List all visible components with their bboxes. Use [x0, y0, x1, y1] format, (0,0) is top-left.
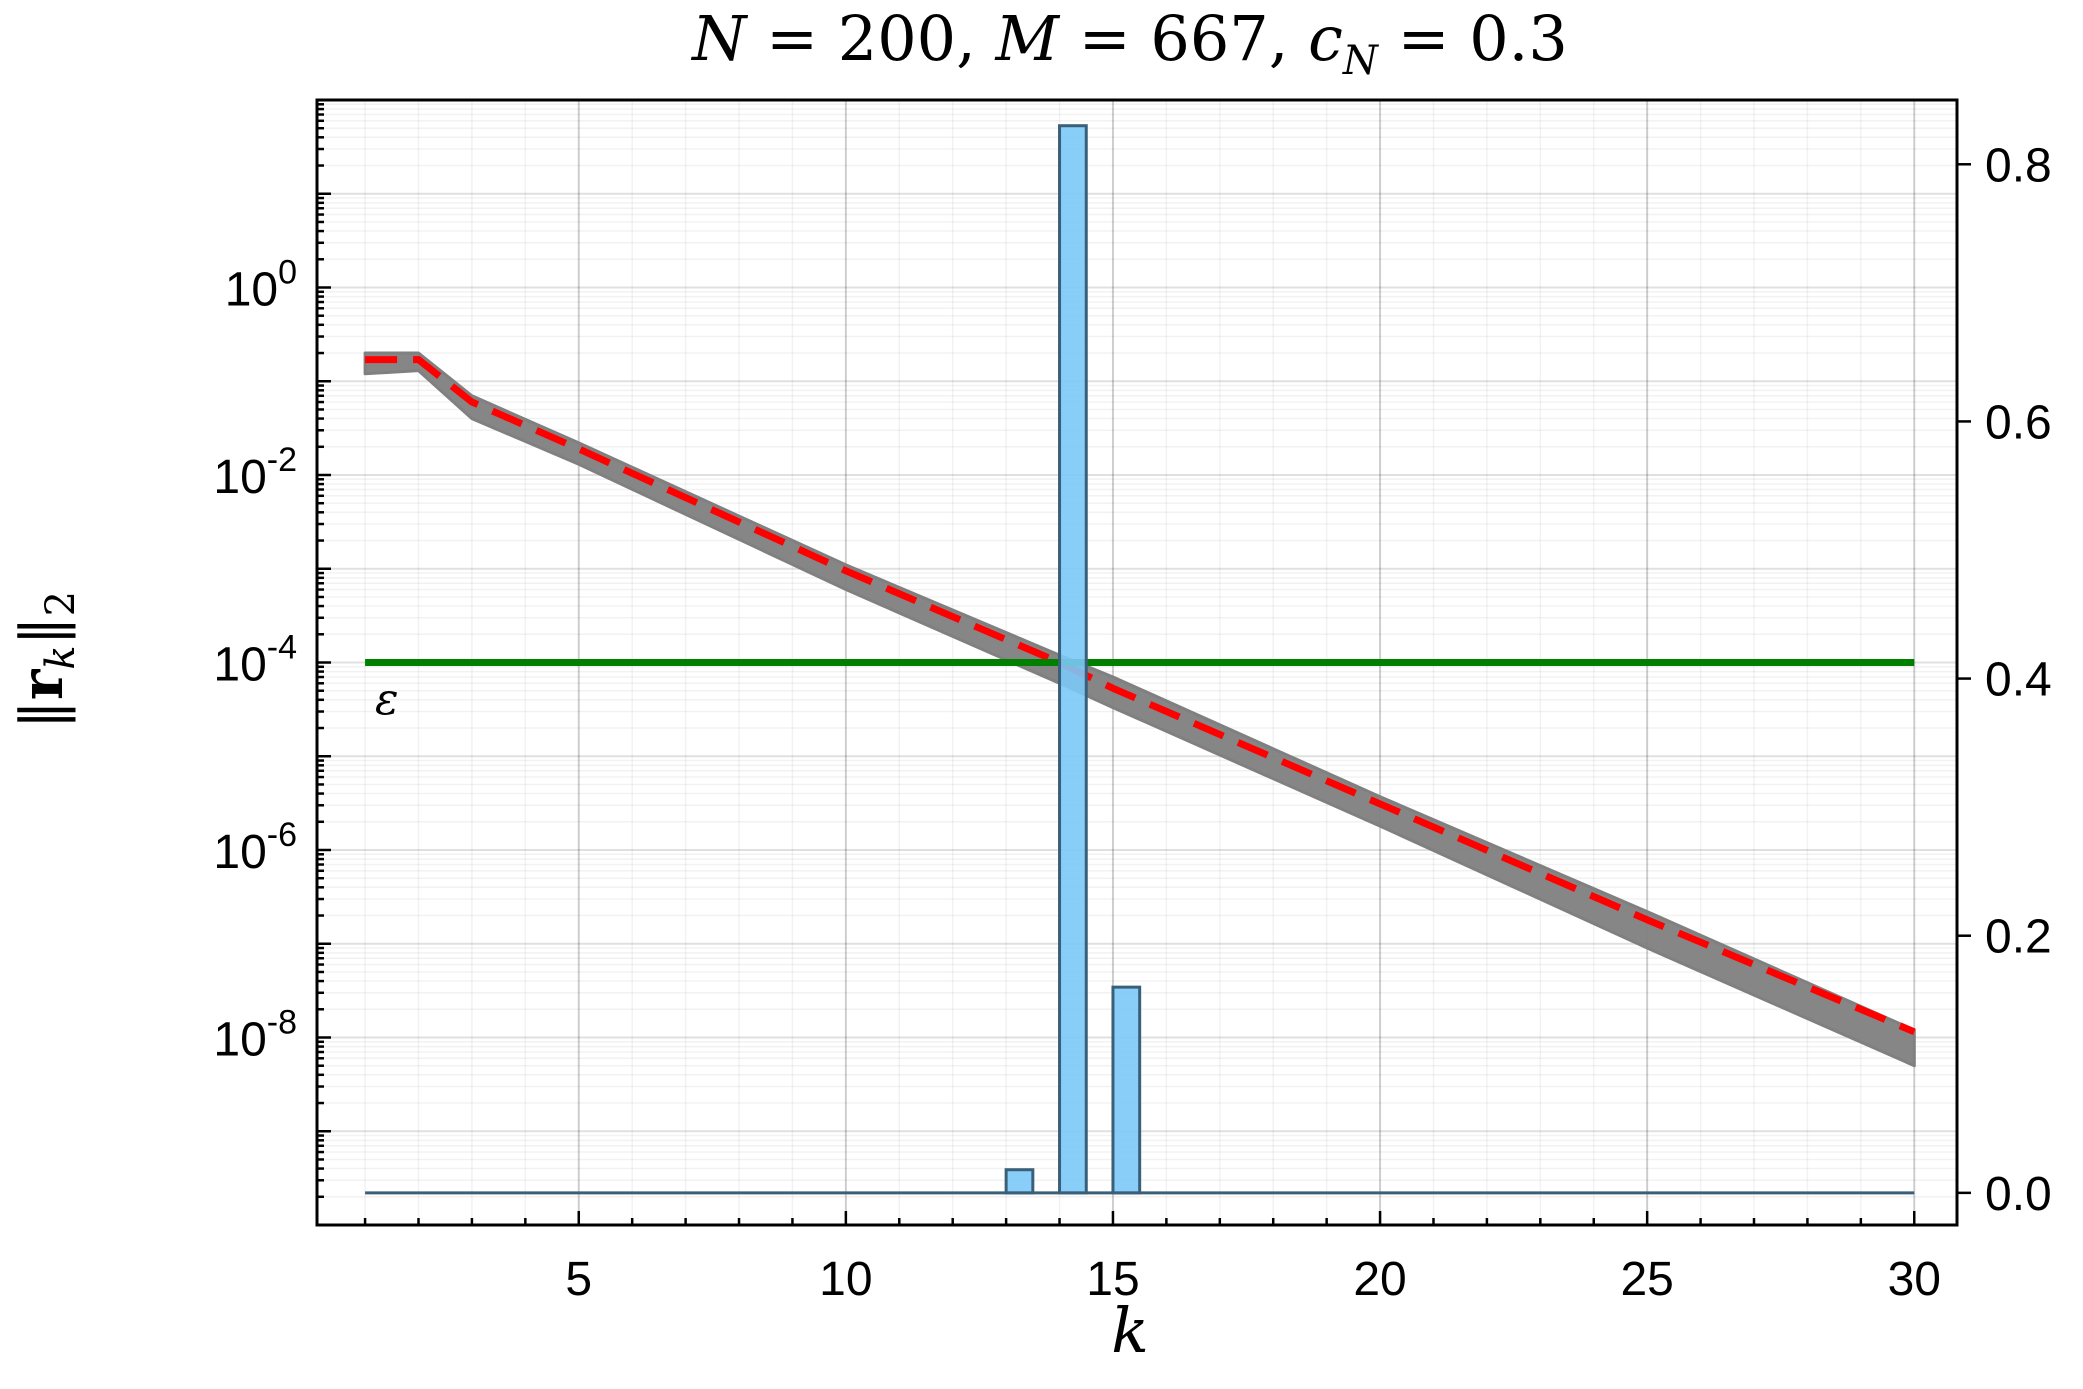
- y-left-tick-label: 10-4: [213, 629, 297, 692]
- x-tick-label: 15: [1086, 1253, 1139, 1306]
- tick-base: 10: [213, 826, 266, 879]
- histogram-bar: [1004, 1168, 1035, 1195]
- y-right-tick-label: 0.2: [1985, 911, 2052, 964]
- tick-base: 10: [225, 264, 278, 317]
- y-right-tick-label: 0.8: [1985, 139, 2052, 192]
- histogram-bar: [1058, 124, 1088, 1195]
- x-tick-label: 10: [819, 1253, 872, 1306]
- y-left-tick-label: 10-8: [213, 1004, 297, 1067]
- chart-title: N = 200, M = 667, cN = 0.3: [690, 2, 1568, 84]
- y-right-tick-label: 0.0: [1985, 1168, 2052, 1221]
- y-left-tick-label: 100: [225, 254, 297, 317]
- tick-exponent: -4: [267, 629, 297, 667]
- tick-base: 10: [213, 639, 266, 692]
- y-left-tick-label: 10-2: [213, 441, 297, 504]
- residual-band-area: [363, 351, 1916, 1068]
- x-tick-label: 5: [565, 1253, 592, 1306]
- y-axis-label: ‖rk‖2: [8, 591, 84, 729]
- y-right-tick-label: 0.6: [1985, 396, 2052, 449]
- y-right-tick-label: 0.4: [1985, 654, 2052, 707]
- residual-band: [363, 351, 1916, 1068]
- x-tick-label: 30: [1888, 1253, 1941, 1306]
- tick-exponent: 0: [278, 254, 297, 292]
- threshold-label: ε: [375, 674, 399, 725]
- x-tick-label: 20: [1353, 1253, 1406, 1306]
- x-axis-label: k: [1111, 1294, 1149, 1367]
- tick-exponent: -8: [267, 1004, 297, 1042]
- tick-exponent: -2: [267, 441, 297, 479]
- tick-exponent: -6: [267, 816, 297, 854]
- histogram-bar: [1111, 985, 1142, 1195]
- series-line-bound: [365, 356, 1916, 1036]
- tick-base: 10: [213, 451, 266, 504]
- y-left-tick-label: 10-6: [213, 816, 297, 879]
- axes: 5 10 15 20 25 3010010-210-410-610-80.00.20.40…: [213, 103, 2052, 1306]
- histogram: [365, 124, 1915, 1195]
- series-layer: [365, 356, 1916, 1036]
- x-tick-label: 25: [1620, 1253, 1673, 1306]
- tick-base: 10: [213, 1014, 266, 1067]
